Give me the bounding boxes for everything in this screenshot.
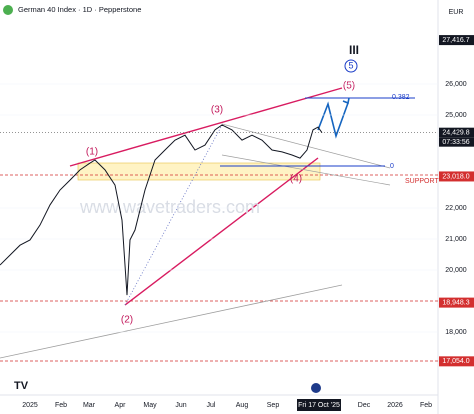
logo: TV [14,380,29,392]
price-label: 27,416.7 [442,37,469,44]
wave-label: 5 [348,60,353,70]
event-icon [311,383,321,393]
wave-label: (3) [211,105,223,116]
price-label: 24,429.8 [442,130,469,137]
wedge-line [221,154,391,186]
price-label-box [439,297,474,308]
channel-line [0,284,343,359]
x-tick-label: 2026 [387,402,403,409]
y-tick-label: 22,000 [445,205,467,212]
projection-path [317,101,349,139]
y-tick-label: 18,000 [445,329,467,336]
trendline [124,157,319,306]
y-tick-label: 26,000 [445,81,467,88]
support-label: SUPPORT [405,178,439,185]
wave-degree: III [349,43,359,57]
wave-label: (2) [121,315,133,326]
y-tick-label: 20,000 [445,267,467,274]
price-line [0,124,323,296]
watermark: www.wavetraders.com [79,197,260,217]
price-label-box [439,356,474,367]
price-label-box [439,35,474,46]
x-tick-label: Feb [420,402,432,409]
circle [344,59,358,73]
y-tick-label: 21,000 [445,236,467,243]
price-label-box [439,127,474,138]
price-label-box [439,171,474,182]
x-tick-label: Jul [207,402,216,409]
countdown: 07:33:56 [442,139,469,146]
fib-label: 0 [390,163,394,170]
wave-label: (5) [343,81,355,92]
countdown-box [439,137,474,147]
trendline [69,87,343,167]
wedge-line [221,123,391,169]
price-label: 23,018.0 [442,173,469,180]
x-tick-label: Jun [175,402,186,409]
projection-line [124,124,223,306]
x-tick-label: 2025 [22,402,38,409]
projection-arrow [342,97,350,105]
fib-label: 0.382 [392,94,410,101]
x-tick-label: Dec [358,402,371,409]
price-label: 17,054.0 [442,358,469,365]
symbol-icon [3,5,13,15]
currency: EUR [449,9,464,16]
x-tick-label: Fri 17 Oct '25 [298,402,340,409]
y-tick-label: 25,000 [445,112,467,119]
x-tick-label: Mar [83,402,96,409]
x-cursor-box [297,399,341,411]
chart-title: German 40 Index · 1D · Pepperstone [18,5,141,14]
x-tick-label: Feb [55,402,67,409]
x-tick-label: Sep [267,402,280,409]
x-tick-label: Apr [115,402,127,409]
x-tick-label: May [143,402,157,409]
wave-label: (4) [290,174,302,185]
wave-label: (1) [86,147,98,158]
price-label: 18,948.3 [442,299,469,306]
x-tick-label: Aug [236,402,249,409]
